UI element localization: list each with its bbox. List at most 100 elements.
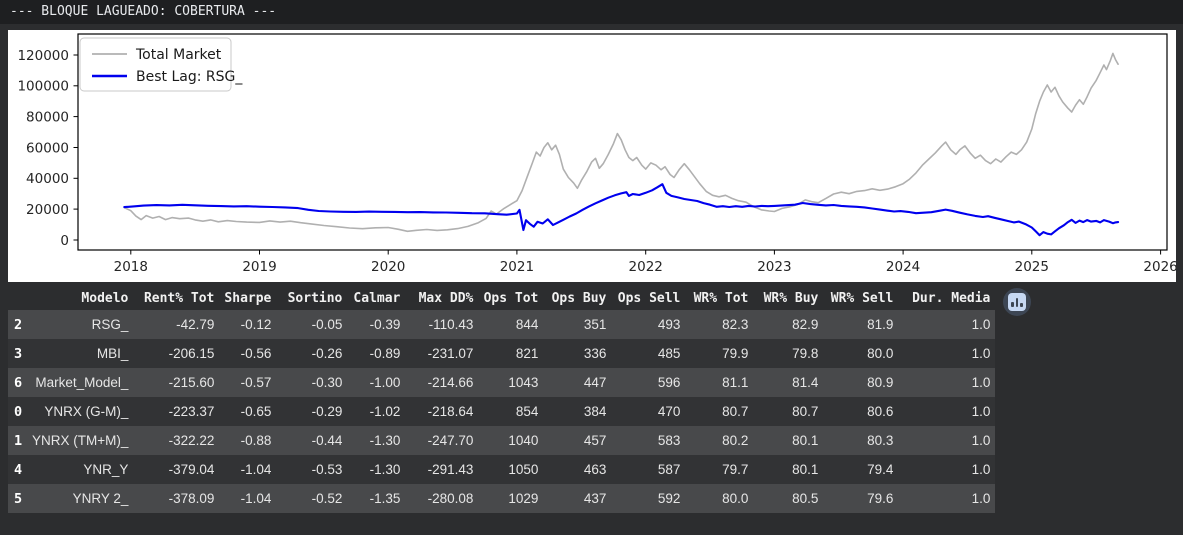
x-tick-label: 2023 bbox=[757, 259, 791, 275]
bar-chart-icon bbox=[1008, 293, 1026, 311]
table-cell: 1.0 bbox=[898, 397, 996, 426]
table-cell: MBI_ bbox=[32, 339, 134, 368]
table-cell: 1.0 bbox=[898, 426, 996, 455]
table-cell: -1.30 bbox=[347, 426, 406, 455]
table-cell: 79.9 bbox=[685, 339, 754, 368]
table-cell: 1043 bbox=[478, 368, 544, 397]
row-index: 6 bbox=[8, 368, 32, 397]
table-cell: 80.3 bbox=[823, 426, 899, 455]
y-tick-label: 0 bbox=[60, 233, 69, 249]
table-cell: 79.8 bbox=[753, 339, 824, 368]
table-cell: 80.5 bbox=[753, 484, 824, 513]
table-cell: YNRX (TM+M)_ bbox=[32, 426, 134, 455]
x-tick-label: 2022 bbox=[629, 259, 663, 275]
row-index: 5 bbox=[8, 484, 32, 513]
table-row: 5 YNRY 2_ -378.09 -1.04 -0.52 -1.35 -280.08 102… bbox=[8, 484, 996, 513]
table-cell: 80.0 bbox=[823, 339, 899, 368]
table-cell: 82.9 bbox=[753, 310, 824, 339]
table-cell: 596 bbox=[611, 368, 686, 397]
table-cell: 457 bbox=[543, 426, 612, 455]
table-cell: -218.64 bbox=[405, 397, 479, 426]
y-tick-label: 120000 bbox=[17, 48, 69, 64]
x-tick-label: 2021 bbox=[500, 259, 534, 275]
table-cell: -378.09 bbox=[133, 484, 220, 513]
legend-label: Best Lag: RSG_ bbox=[136, 69, 243, 85]
table-cell: 81.9 bbox=[823, 310, 899, 339]
table-cell: 1040 bbox=[478, 426, 544, 455]
table-cell: YNRY 2_ bbox=[32, 484, 134, 513]
table-cell: 583 bbox=[611, 426, 686, 455]
table-cell: -1.00 bbox=[347, 368, 406, 397]
column-header: Sortino bbox=[287, 291, 343, 306]
column-header: WR% Sell bbox=[830, 291, 894, 306]
table-cell: -206.15 bbox=[133, 339, 220, 368]
row-index: 0 bbox=[8, 397, 32, 426]
table-row: 3 MBI_ -206.15 -0.56 -0.26 -0.89 -231.07 821 336… bbox=[8, 339, 996, 368]
column-header: Modelo bbox=[81, 291, 129, 306]
table-cell: 463 bbox=[543, 455, 612, 484]
table-cell: YNR_Y bbox=[32, 455, 134, 484]
column-header: Dur. Media bbox=[912, 291, 991, 306]
equity-curve-figure: 2018 2019 2020 2021 2022 2023 2024 2025 2026 0 200… bbox=[8, 30, 1176, 282]
output-title: --- BLOQUE LAGUEADO: COBERTURA --- bbox=[0, 0, 1183, 24]
column-header: Rent% Tot bbox=[143, 291, 215, 306]
table-cell: 81.1 bbox=[685, 368, 754, 397]
y-tick-label: 100000 bbox=[17, 79, 69, 95]
column-header: Sharpe bbox=[224, 291, 272, 306]
table-cell: -1.04 bbox=[219, 484, 277, 513]
table-cell: 447 bbox=[543, 368, 612, 397]
table-cell: 1050 bbox=[478, 455, 544, 484]
table-cell: 1.0 bbox=[898, 310, 996, 339]
table-cell: -0.56 bbox=[219, 339, 277, 368]
table-cell: 80.1 bbox=[753, 426, 824, 455]
x-tick-label: 2026 bbox=[1143, 259, 1176, 275]
column-header: Ops Buy bbox=[551, 291, 607, 306]
table-cell: 79.7 bbox=[685, 455, 754, 484]
table-cell: -110.43 bbox=[405, 310, 479, 339]
table-cell: 844 bbox=[478, 310, 544, 339]
table-cell: 79.4 bbox=[823, 455, 899, 484]
table-cell: -0.53 bbox=[276, 455, 348, 484]
row-index: 2 bbox=[8, 310, 32, 339]
table-cell: 1.0 bbox=[898, 455, 996, 484]
table-cell: 587 bbox=[611, 455, 686, 484]
table-cell: -247.70 bbox=[405, 426, 479, 455]
table-cell: 80.6 bbox=[823, 397, 899, 426]
table-cell: -291.43 bbox=[405, 455, 479, 484]
table-cell: 1.0 bbox=[898, 484, 996, 513]
table-cell: 82.3 bbox=[685, 310, 754, 339]
table-cell: -0.29 bbox=[276, 397, 348, 426]
y-tick-label: 80000 bbox=[26, 109, 69, 125]
table-cell: -0.39 bbox=[347, 310, 406, 339]
column-header: Ops Sell bbox=[617, 291, 681, 306]
table-cell: -1.35 bbox=[347, 484, 406, 513]
table-row: 6 Market_Model_ -215.60 -0.57 -0.30 -1.00 -214… bbox=[8, 368, 996, 397]
column-header: Ops Tot bbox=[483, 291, 539, 306]
table-cell: 470 bbox=[611, 397, 686, 426]
y-tick-label: 60000 bbox=[26, 140, 69, 156]
table-header-row: Modelo Rent% Tot Sharpe Sortino Calmar Max DD… bbox=[8, 287, 995, 310]
table-cell: -0.26 bbox=[276, 339, 348, 368]
table-cell: -0.44 bbox=[276, 426, 348, 455]
row-index: 4 bbox=[8, 455, 32, 484]
table-row: 1 YNRX (TM+M)_ -322.22 -0.88 -0.44 -1.30 -247.… bbox=[8, 426, 996, 455]
table-cell: -0.57 bbox=[219, 368, 277, 397]
legend-box bbox=[79, 37, 232, 92]
table-cell: 854 bbox=[478, 397, 544, 426]
x-tick-label: 2020 bbox=[371, 259, 405, 275]
table-cell: -0.30 bbox=[276, 368, 348, 397]
table-cell: -214.66 bbox=[405, 368, 479, 397]
table-cell: 80.0 bbox=[685, 484, 754, 513]
column-header: Calmar bbox=[353, 291, 401, 306]
table-cell: 493 bbox=[611, 310, 686, 339]
table-cell: -1.04 bbox=[219, 455, 277, 484]
table-cell: -280.08 bbox=[405, 484, 479, 513]
chart-suggestion-button[interactable] bbox=[1003, 288, 1031, 316]
table-cell: 384 bbox=[543, 397, 612, 426]
column-header: WR% Buy bbox=[763, 291, 819, 306]
table-cell: -0.12 bbox=[219, 310, 277, 339]
table-cell: 81.4 bbox=[753, 368, 824, 397]
table-cell: 80.7 bbox=[685, 397, 754, 426]
table-cell: 80.7 bbox=[753, 397, 824, 426]
table-cell: -42.79 bbox=[133, 310, 220, 339]
